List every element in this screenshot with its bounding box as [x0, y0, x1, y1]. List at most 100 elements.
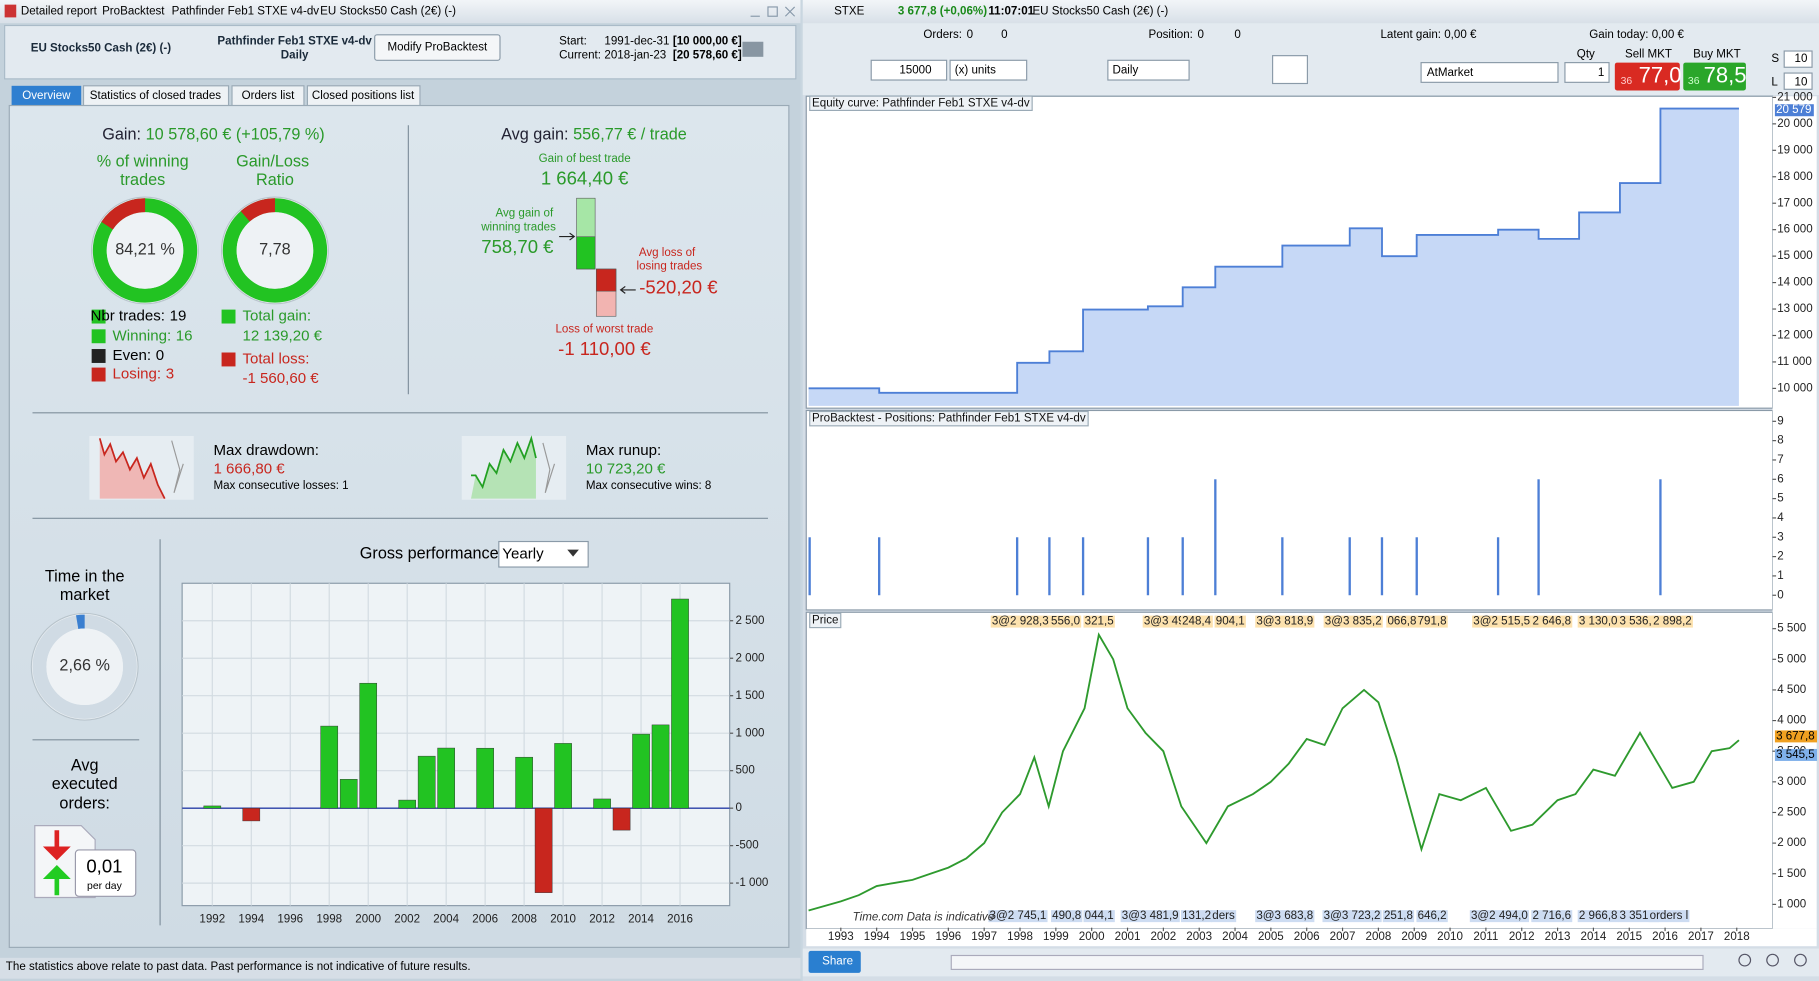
bar: [359, 682, 378, 809]
annotation-bg: [1322, 910, 1382, 923]
timeframe-dropdown[interactable]: [1107, 59, 1190, 81]
x-tick-label: 2014: [1581, 931, 1607, 943]
l-input[interactable]: [1783, 72, 1813, 90]
annotation-bg: [990, 615, 1050, 628]
y-tick-label: 4: [1777, 512, 1784, 524]
sell-prefix: 36: [1621, 76, 1633, 87]
trade-annotation: 044,1: [1085, 910, 1114, 922]
chart-title: ProBacktest - Positions: Pathfinder Feb1…: [812, 413, 1086, 425]
order-type-dropdown[interactable]: [1420, 62, 1559, 83]
bar: [1214, 479, 1217, 596]
trade-annotation: 3@3 499,6: [1144, 616, 1201, 628]
x-tick-label: 2004: [1222, 931, 1248, 943]
y-tick-label: 500: [735, 765, 754, 777]
trade-annotation: 3@3 683,8: [1256, 910, 1313, 922]
sell-button[interactable]: [1614, 62, 1680, 91]
last-price-bg: [1774, 730, 1818, 743]
quantity-input[interactable]: [870, 59, 948, 81]
y-tick-label: 3: [1777, 531, 1783, 543]
ratio: 7,78: [259, 241, 291, 259]
label: Time in the: [45, 568, 125, 586]
winning-pct: 84,21 %: [115, 241, 175, 259]
position-label: Position:: [1148, 29, 1192, 41]
qty-label: Qty: [1577, 49, 1595, 61]
losing-label: Losing:: [113, 366, 162, 383]
x-tick-label: 2015: [1616, 931, 1642, 943]
label: 11:07:01: [988, 6, 1034, 18]
button: Modify ProBacktest: [387, 42, 488, 54]
y-tick-label: 12 000: [1777, 330, 1812, 342]
share-button[interactable]: [808, 950, 861, 973]
label: Pathfinder Feb1 STXE v4-dv: [172, 6, 320, 18]
indicator-button[interactable]: [1272, 55, 1308, 85]
label: Total loss:: [242, 350, 309, 367]
best-label: Gain of best trade: [539, 153, 631, 165]
modify-button[interactable]: [374, 34, 501, 61]
label: 1 666,80 €: [213, 461, 285, 478]
s-input[interactable]: [1783, 50, 1813, 68]
annotation-bg: [1531, 615, 1573, 628]
buy-button[interactable]: [1683, 62, 1746, 91]
label: 2018-jan-23: [604, 50, 666, 62]
quantity: 15000: [899, 65, 931, 77]
label: ProBacktest: [102, 6, 165, 18]
label: -1 110,00 €: [558, 338, 651, 359]
annotation-bg: [1083, 910, 1115, 923]
avg-orders-title: Avg: [71, 757, 99, 775]
label: Current:: [559, 50, 601, 62]
label: 36: [1688, 76, 1700, 87]
runup: 10 723,20 €: [586, 461, 666, 478]
label: 1 664,40 €: [541, 168, 629, 189]
zoom-controls[interactable]: [1738, 953, 1807, 967]
scrollbar[interactable]: [950, 954, 1704, 970]
annotation-bg: [1651, 615, 1693, 628]
winning-label: Winning:: [113, 327, 172, 344]
x-tick-label: 2005: [1258, 931, 1284, 943]
label: Yearly: [502, 545, 544, 562]
label: -1 560,60 €: [242, 370, 319, 387]
avg-loss-label: Avg loss of: [639, 247, 696, 259]
title-bar: ProBacktest: [102, 6, 165, 18]
trade-annotation: 3 536,3: [1619, 616, 1658, 628]
label: 758,70 €: [481, 236, 554, 257]
avg-orders-title: executed: [52, 775, 118, 793]
winning-title: trades: [120, 171, 165, 189]
y-tick-label: 1: [1777, 570, 1783, 582]
label: Total gain:: [242, 308, 311, 325]
label: Qty: [1577, 49, 1595, 61]
buy-label: Buy MKT: [1693, 49, 1741, 61]
units-dropdown[interactable]: [949, 59, 1028, 81]
tab-active[interactable]: [11, 85, 82, 106]
y-tick-label: 5 500: [1777, 623, 1806, 635]
label: EU Stocks50 Cash (2€) (-): [320, 6, 456, 18]
x-tick-label: 1993: [828, 931, 854, 943]
y-tick-label: 5: [1777, 493, 1783, 505]
ratio-title: Gain/Loss: [236, 153, 309, 171]
qty-input[interactable]: [1564, 62, 1610, 83]
gain: 10 578,60 € (+105,79 %): [146, 126, 325, 144]
gain-label: Gain:: [102, 126, 141, 144]
x-tick-label: 2012: [1509, 931, 1535, 943]
trade-annotation: 131,2: [1182, 910, 1211, 922]
y-tick-label: 2 000: [1777, 837, 1806, 849]
x-tick-label: 1998: [1007, 931, 1033, 943]
avg-win-label: Avg gain of: [495, 207, 554, 219]
total-gain: 12 139,20 €: [242, 327, 322, 344]
label: 0: [1234, 29, 1240, 41]
label: 15000: [899, 65, 931, 77]
y-tick-label: -500: [735, 840, 758, 852]
title-bar: Pathfinder Feb1 STXE v4-dv: [172, 6, 320, 18]
label: EU Stocks50 Cash (2€) (-): [1032, 6, 1168, 18]
label: Orders: 0: [923, 29, 973, 41]
y-tick-label: 2: [1777, 551, 1783, 563]
x-tick-label: 2008: [511, 914, 537, 926]
window-controls[interactable]: [750, 6, 796, 17]
trade-annotation: 3@3 481,9: [1122, 910, 1179, 922]
label: Orders list: [242, 90, 296, 102]
bar: [554, 743, 572, 809]
s-value: 10: [1795, 53, 1808, 65]
trade-annotation: 3 351,9: [1619, 910, 1658, 922]
print-icon[interactable]: [742, 41, 764, 57]
label: S: [1771, 53, 1779, 65]
x-tick-label: 2000: [1079, 931, 1105, 943]
